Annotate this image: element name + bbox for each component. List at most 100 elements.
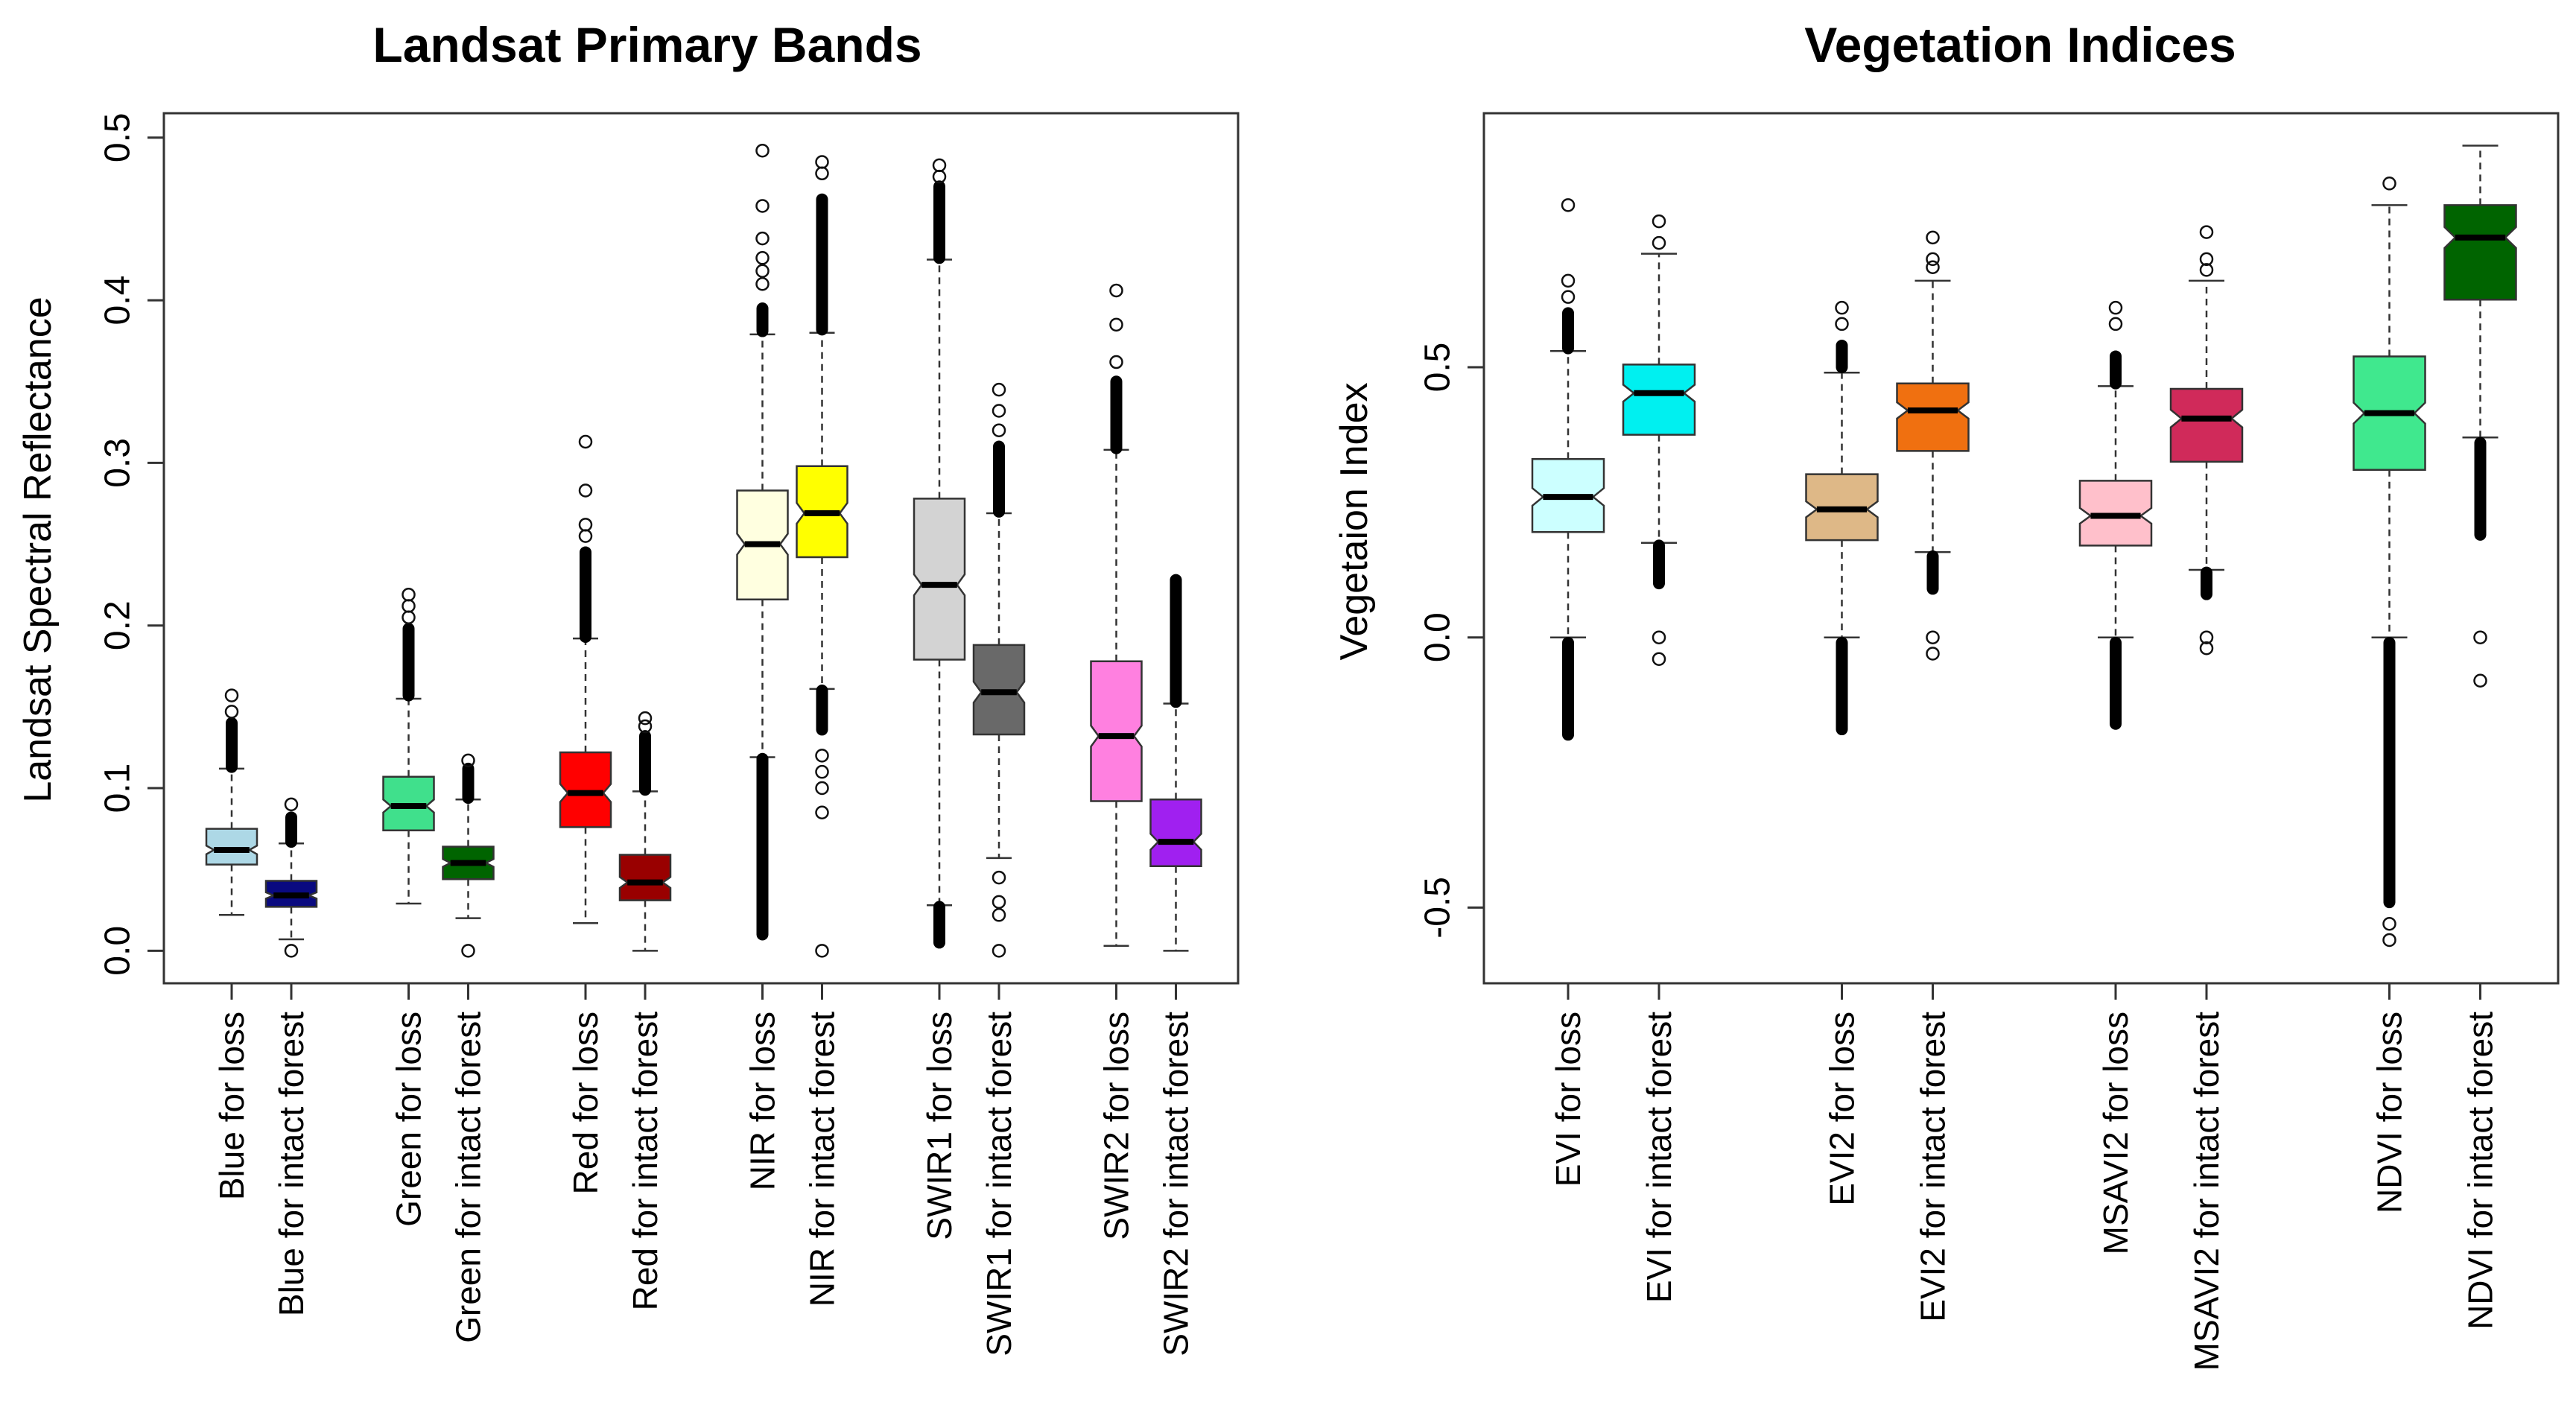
- outlier-point: [2473, 630, 2487, 644]
- outlier-point: [461, 753, 475, 768]
- y-tick-label: -0.5: [1418, 877, 1458, 939]
- outlier-point: [402, 587, 416, 602]
- x-category-label: MSAVI2 for loss: [2096, 1012, 2135, 1254]
- outlier-point: [2199, 225, 2214, 239]
- x-category-label: NDVI for intact forest: [2461, 1012, 2500, 1330]
- outlier-band: [2474, 437, 2487, 541]
- y-tick-label: 0.5: [1418, 343, 1458, 393]
- outlier-band: [1836, 339, 1848, 373]
- outlier-point: [755, 143, 770, 158]
- outlier-point: [224, 688, 239, 702]
- y-tick-label: 0.5: [98, 112, 138, 162]
- outlier-point: [992, 895, 1006, 910]
- outlier-band: [226, 717, 238, 773]
- box-swir2-for-intact-forest: [1149, 574, 1202, 952]
- outlier-point: [992, 382, 1006, 397]
- outlier-band: [816, 193, 828, 336]
- x-category-label: NIR for intact forest: [803, 1012, 842, 1307]
- box-evi-for-loss: [1531, 198, 1605, 741]
- box-msavi2-for-intact-forest: [2169, 225, 2244, 656]
- outlier-band: [756, 752, 769, 941]
- y-tick-label: 0.4: [98, 276, 138, 326]
- box-body: [2169, 387, 2244, 463]
- box-red-for-intact-forest: [618, 711, 672, 952]
- outlier-point: [992, 908, 1006, 922]
- outlier-band: [993, 440, 1005, 518]
- outlier-point: [755, 251, 770, 265]
- y-axis-label: Landsat Spectral Reflectance: [16, 296, 60, 802]
- x-category-label: SWIR2 for loss: [1097, 1012, 1136, 1240]
- x-axis-labels: Blue for loss Blue for intact forest Green…: [212, 983, 1196, 1356]
- outlier-point: [815, 749, 829, 763]
- outlier-band: [2383, 636, 2396, 909]
- outlier-point: [2382, 933, 2396, 948]
- x-category-label: Green for intact forest: [449, 1012, 488, 1343]
- plot-frame: [162, 112, 1240, 985]
- outlier-point: [1652, 235, 1666, 250]
- chart-title: Landsat Primary Bands: [372, 17, 921, 72]
- box-msavi2-for-loss: [2078, 300, 2153, 730]
- outlier-point: [755, 231, 770, 246]
- y-axis-label: Vegetaion Index: [1333, 383, 1376, 661]
- outlier-point: [1561, 290, 1576, 304]
- outlier-point: [815, 764, 829, 779]
- outlier-band: [402, 623, 415, 702]
- outlier-point: [284, 944, 299, 958]
- outlier-point: [461, 944, 475, 958]
- outlier-point: [2199, 641, 2214, 656]
- x-category-label: MSAVI2 for intact forest: [2187, 1012, 2226, 1371]
- x-category-label: Green for loss: [390, 1012, 428, 1227]
- box-body: [205, 828, 258, 866]
- outlier-band: [1836, 636, 1848, 736]
- x-category-label: Red for intact forest: [626, 1012, 664, 1311]
- x-category-label: EVI2 for loss: [1823, 1012, 1862, 1206]
- outlier-point: [1109, 355, 1123, 369]
- chart-title: Vegetation Indices: [1804, 17, 2236, 72]
- x-category-label: SWIR1 for loss: [920, 1012, 959, 1240]
- panel-vegetation-indices: Vegetation Indices Vegetaion Index -0.5 0…: [1333, 17, 2560, 1371]
- boxplots: [205, 143, 1202, 958]
- outlier-point: [1109, 317, 1123, 332]
- outlier-point: [1835, 317, 1849, 331]
- box-swir1-for-loss: [913, 158, 966, 949]
- y-tick-label: 0.3: [98, 438, 138, 488]
- box-evi2-for-intact-forest: [1896, 230, 1970, 661]
- outlier-point: [1926, 260, 1940, 275]
- outlier-band: [816, 685, 828, 736]
- outlier-point: [815, 166, 829, 181]
- outlier-point: [815, 944, 829, 958]
- y-tick-label: 0.0: [1418, 612, 1458, 662]
- x-category-label: Blue for loss: [212, 1012, 251, 1200]
- x-category-label: EVI for intact forest: [1640, 1012, 1678, 1303]
- outlier-point: [1926, 647, 1940, 661]
- outlier-point: [992, 944, 1006, 958]
- outlier-band: [933, 180, 945, 264]
- outlier-band: [2110, 636, 2122, 730]
- outlier-point: [815, 805, 829, 820]
- box-body: [1622, 364, 1696, 436]
- outlier-point: [815, 155, 829, 169]
- outlier-point: [755, 199, 770, 213]
- outlier-band: [2201, 566, 2212, 600]
- box-body: [618, 854, 672, 901]
- outlier-band: [1110, 375, 1123, 454]
- outlier-band: [639, 730, 651, 796]
- outlier-band: [933, 901, 945, 949]
- box-blue-for-intact-forest: [264, 797, 318, 958]
- outlier-band: [756, 302, 769, 337]
- box-green-for-loss: [382, 587, 435, 905]
- box-body: [1090, 660, 1143, 802]
- outlier-point: [2382, 916, 2396, 931]
- outlier-point: [1926, 630, 1940, 644]
- box-nir-for-intact-forest: [796, 155, 848, 958]
- outlier-band: [1562, 636, 1574, 741]
- outlier-point: [2199, 263, 2214, 277]
- box-ndvi-for-loss: [2353, 177, 2426, 948]
- y-axis: 0.0 0.1 0.2 0.3 0.4 0.5: [98, 112, 164, 976]
- outlier-point: [1835, 300, 1849, 315]
- outlier-point: [2108, 300, 2123, 315]
- outlier-point: [1652, 652, 1666, 666]
- box-evi2-for-loss: [1805, 300, 1879, 736]
- x-category-label: EVI2 for intact forest: [1914, 1012, 1952, 1322]
